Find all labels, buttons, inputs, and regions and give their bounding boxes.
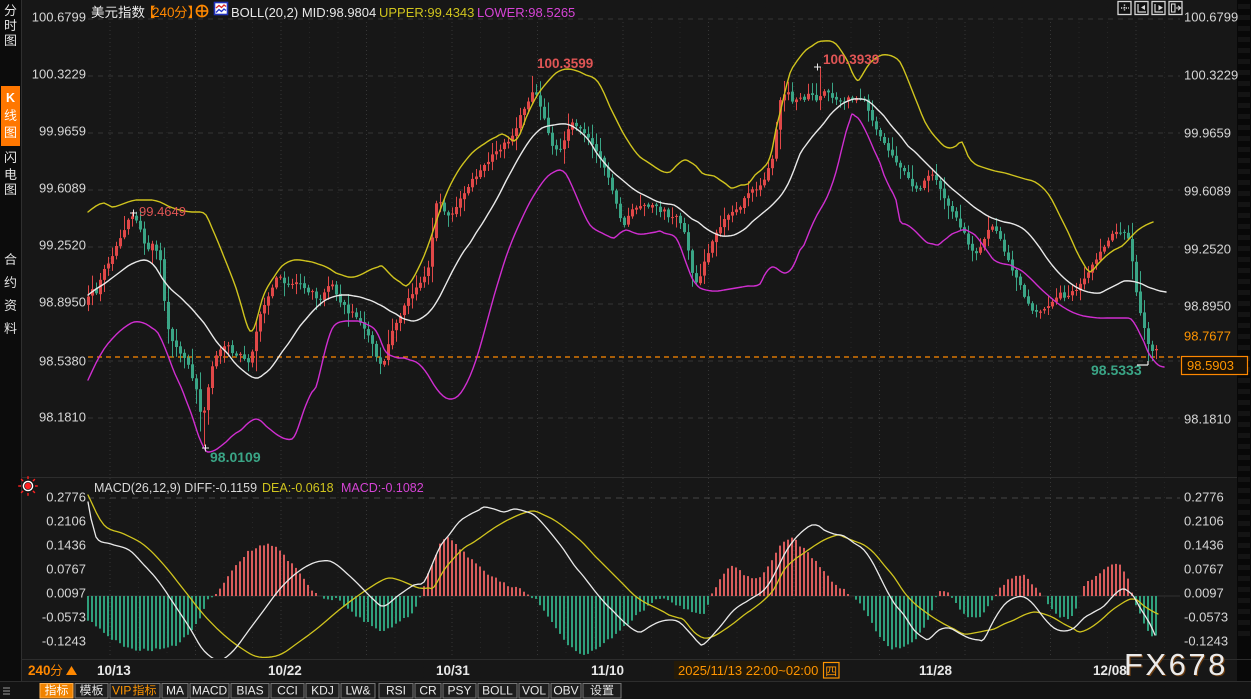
svg-text:-0.0573: -0.0573 xyxy=(1184,610,1228,625)
svg-text:OBV: OBV xyxy=(553,684,578,698)
svg-text:VIP: VIP xyxy=(112,684,131,698)
svg-text:99.9659: 99.9659 xyxy=(1184,126,1231,141)
svg-text:K: K xyxy=(6,91,15,105)
svg-text:MACD:-0.1082: MACD:-0.1082 xyxy=(341,481,424,495)
svg-text:RSI: RSI xyxy=(386,684,406,698)
svg-text:0.1436: 0.1436 xyxy=(1184,538,1224,553)
svg-text:99.4649: 99.4649 xyxy=(139,204,186,219)
svg-text:BOLL(20,2) MID:98.9804: BOLL(20,2) MID:98.9804 xyxy=(231,5,376,20)
svg-text:BIAS: BIAS xyxy=(236,684,263,698)
svg-text:100.3229: 100.3229 xyxy=(32,67,86,82)
svg-text:99.2520: 99.2520 xyxy=(39,238,86,253)
svg-text:0.2106: 0.2106 xyxy=(1184,514,1224,529)
svg-text:100.3939: 100.3939 xyxy=(823,52,879,67)
svg-text:DEA:-0.0618: DEA:-0.0618 xyxy=(262,481,334,495)
svg-text:LW&: LW& xyxy=(345,684,370,698)
svg-text:100.3599: 100.3599 xyxy=(537,56,593,71)
svg-text:11/28: 11/28 xyxy=(919,663,953,678)
svg-text:LOWER:98.5265: LOWER:98.5265 xyxy=(477,5,575,20)
svg-text:CR: CR xyxy=(419,684,437,698)
svg-text:98.7677: 98.7677 xyxy=(1184,329,1231,344)
svg-text:-0.1243: -0.1243 xyxy=(42,634,86,649)
svg-text:KDJ: KDJ xyxy=(311,684,334,698)
svg-text:98.1810: 98.1810 xyxy=(1184,412,1231,427)
svg-text:12/08: 12/08 xyxy=(1093,663,1127,678)
svg-text:10/22: 10/22 xyxy=(268,663,302,678)
svg-text:98.5380: 98.5380 xyxy=(39,354,86,369)
svg-text:0.2776: 0.2776 xyxy=(1184,490,1224,505)
svg-text:99.9659: 99.9659 xyxy=(39,124,86,139)
svg-text:2025/11/13 22:00~02:00: 2025/11/13 22:00~02:00 xyxy=(678,663,818,678)
svg-text:99.2520: 99.2520 xyxy=(1184,242,1231,257)
svg-text:98.0109: 98.0109 xyxy=(210,449,261,465)
svg-text:BOLL: BOLL xyxy=(482,684,513,698)
svg-text:240: 240 xyxy=(152,5,175,20)
svg-text:100.3229: 100.3229 xyxy=(1184,68,1238,83)
svg-text:CCI: CCI xyxy=(277,684,298,698)
svg-text:PSY: PSY xyxy=(447,684,471,698)
svg-text:0.0097: 0.0097 xyxy=(46,586,86,601)
svg-text:0.0767: 0.0767 xyxy=(1184,562,1224,577)
svg-text:MA: MA xyxy=(166,684,184,698)
svg-text:99.6089: 99.6089 xyxy=(1184,184,1231,199)
svg-text:-0.0573: -0.0573 xyxy=(42,610,86,625)
svg-text:98.8950: 98.8950 xyxy=(39,295,86,310)
svg-text:0.2106: 0.2106 xyxy=(46,514,86,529)
svg-text:FX678: FX678 xyxy=(1124,647,1228,682)
svg-text:-0.1243: -0.1243 xyxy=(1184,634,1228,649)
svg-text:10/31: 10/31 xyxy=(436,663,470,678)
svg-text:10/13: 10/13 xyxy=(97,663,131,678)
svg-text:0.2776: 0.2776 xyxy=(46,490,86,505)
svg-text:98.1810: 98.1810 xyxy=(39,410,86,425)
svg-text:98.8950: 98.8950 xyxy=(1184,299,1231,314)
svg-text:0.0767: 0.0767 xyxy=(46,562,86,577)
svg-text:MACD: MACD xyxy=(192,684,228,698)
svg-text:100.6799: 100.6799 xyxy=(32,10,86,25)
svg-text:98.5333: 98.5333 xyxy=(1091,362,1142,378)
svg-text:MACD(26,12,9) DIFF:-0.1159: MACD(26,12,9) DIFF:-0.1159 xyxy=(94,481,257,495)
svg-text:FX678: FX678 xyxy=(1125,648,1229,683)
svg-text:99.6089: 99.6089 xyxy=(39,181,86,196)
svg-text:240: 240 xyxy=(28,663,51,678)
svg-text:100.6799: 100.6799 xyxy=(1184,10,1238,25)
svg-text:0.0097: 0.0097 xyxy=(1184,586,1224,601)
svg-text:UPPER:99.4343: UPPER:99.4343 xyxy=(379,5,474,20)
svg-text:VOL: VOL xyxy=(522,684,546,698)
svg-text:98.5903: 98.5903 xyxy=(1187,358,1234,373)
svg-text:0.1436: 0.1436 xyxy=(46,538,86,553)
svg-text:11/10: 11/10 xyxy=(591,663,624,678)
